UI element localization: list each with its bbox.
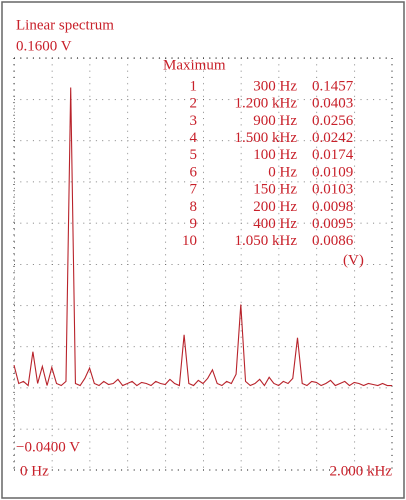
x-tick-label: 0 Hz [20,463,49,479]
frequency: 1.200 kHz [235,96,298,112]
grid-pattern [14,58,392,470]
y-tick-label: 0.1600 V [16,38,72,54]
max-value: 0.0109 [312,164,353,180]
y-tick-label: −0.0400 V [16,439,80,455]
frequency: 200 Hz [253,199,297,215]
rank: 2 [190,96,198,112]
rank: 3 [190,113,198,129]
rank: 7 [190,182,198,198]
max-value: 0.0174 [312,147,354,163]
max-value: 0.0098 [312,199,353,215]
max-value: 0.1457 [312,78,354,94]
chart-title: Linear spectrum [16,17,114,33]
frequency: 300 Hz [253,78,297,94]
frequency: 400 Hz [253,216,297,232]
rank: 4 [190,130,198,146]
frequency: 0 Hz [268,164,297,180]
frequency: 1.500 kHz [235,130,298,146]
frequency: 150 Hz [253,182,297,198]
x-tick-label: 2.000 kHz [330,463,393,479]
max-value: 0.0242 [312,130,353,146]
rank: 6 [190,164,198,180]
frequency: 900 Hz [253,113,297,129]
frequency: 100 Hz [253,147,297,163]
rank: 9 [190,216,198,232]
maximum-title: Maximum [163,57,226,73]
rank: 10 [182,233,197,249]
frequency: 1.050 kHz [235,233,298,249]
spectrum-line [13,87,392,387]
maximum-unit: (V) [343,252,364,268]
rank: 8 [190,199,198,215]
max-value: 0.0403 [312,96,353,112]
rank: 5 [190,147,198,163]
max-value: 0.0086 [312,233,354,249]
max-value: 0.0103 [312,182,353,198]
max-value: 0.0095 [312,216,353,232]
max-value: 0.0256 [312,113,354,129]
rank: 1 [190,78,198,94]
